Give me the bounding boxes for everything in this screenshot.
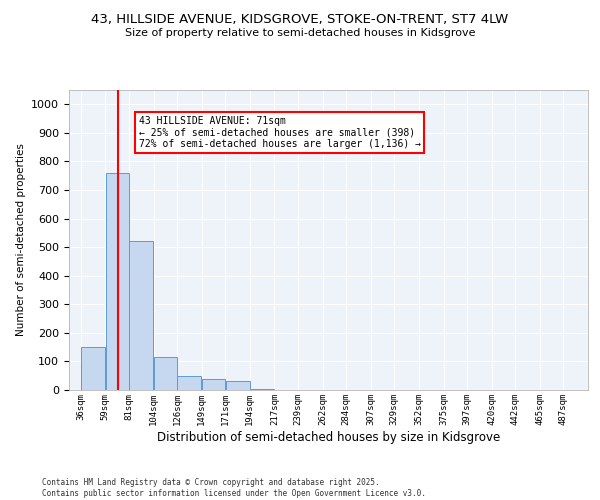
Bar	[226, 382, 250, 390]
Bar	[250, 388, 274, 390]
X-axis label: Distribution of semi-detached houses by size in Kidsgrove: Distribution of semi-detached houses by …	[157, 430, 500, 444]
Bar	[129, 242, 153, 390]
Bar	[202, 378, 225, 390]
Text: 43, HILLSIDE AVENUE, KIDSGROVE, STOKE-ON-TRENT, ST7 4LW: 43, HILLSIDE AVENUE, KIDSGROVE, STOKE-ON…	[91, 12, 509, 26]
Bar	[106, 173, 128, 390]
Text: Size of property relative to semi-detached houses in Kidsgrove: Size of property relative to semi-detach…	[125, 28, 475, 38]
Text: Contains HM Land Registry data © Crown copyright and database right 2025.
Contai: Contains HM Land Registry data © Crown c…	[42, 478, 426, 498]
Text: 43 HILLSIDE AVENUE: 71sqm
← 25% of semi-detached houses are smaller (398)
72% of: 43 HILLSIDE AVENUE: 71sqm ← 25% of semi-…	[139, 116, 421, 149]
Bar	[81, 347, 105, 390]
Y-axis label: Number of semi-detached properties: Number of semi-detached properties	[16, 144, 26, 336]
Bar	[178, 376, 202, 390]
Bar	[154, 357, 177, 390]
